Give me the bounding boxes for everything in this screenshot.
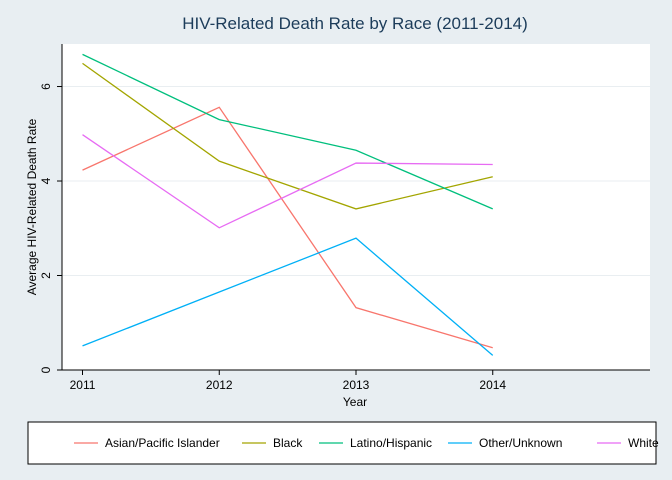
series-line — [82, 53, 493, 210]
x-axis-ticks: 2011 2012 2013 2014 — [70, 370, 506, 392]
legend-label: Latino/Hispanic — [350, 436, 432, 450]
x-tick-label: 2013 — [343, 378, 370, 392]
series-line — [82, 237, 494, 356]
x-tick-label: 2014 — [479, 378, 506, 392]
series-line — [82, 134, 493, 229]
legend: Asian/Pacific Islander Black Latino/Hispan… — [74, 436, 659, 450]
legend-label: Other/Unknown — [479, 436, 562, 450]
series-line — [82, 62, 493, 210]
y-tick-label: 6 — [39, 83, 53, 90]
grid-lines — [62, 86, 650, 277]
legend-label: White — [628, 436, 659, 450]
chart-title: HIV-Related Death Rate by Race (2011-201… — [182, 14, 528, 33]
x-tick-label: 2012 — [206, 378, 233, 392]
legend-label: Black — [273, 436, 303, 450]
y-axis-ticks: 0 2 4 6 — [39, 83, 62, 373]
x-axis-title: Year — [343, 395, 367, 409]
y-tick-label: 4 — [39, 177, 53, 184]
y-tick-label: 0 — [39, 366, 53, 373]
series-lines — [82, 53, 494, 356]
plot-area — [62, 44, 650, 370]
x-tick-label: 2011 — [70, 378, 96, 392]
legend-label: Asian/Pacific Islander — [105, 436, 220, 450]
series-line — [82, 106, 493, 349]
y-axis-title: Average HIV-Related Death Rate — [25, 118, 39, 295]
y-tick-label: 2 — [39, 272, 53, 279]
